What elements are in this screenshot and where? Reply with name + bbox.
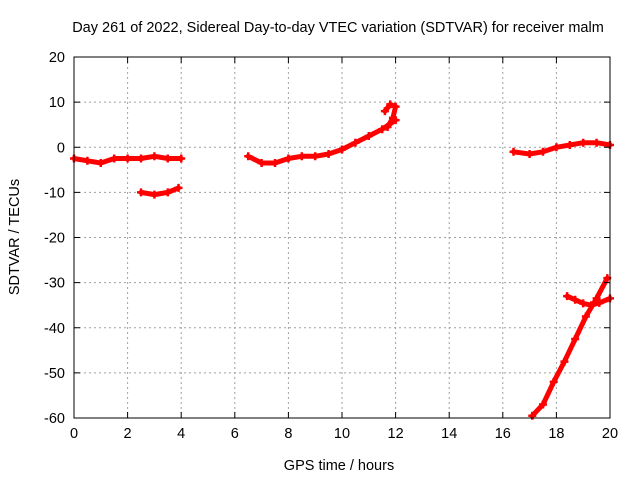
data-point <box>324 150 333 159</box>
data-point <box>271 159 279 168</box>
x-tick-label: 6 <box>231 426 239 442</box>
y-tick-label: -50 <box>44 366 65 382</box>
data-point <box>579 138 588 147</box>
y-tick-label: -30 <box>44 276 65 292</box>
series-segment-c <box>244 116 400 168</box>
series-line <box>245 117 399 166</box>
series-line <box>529 275 610 419</box>
data-point <box>137 154 145 163</box>
x-tick-label: 8 <box>284 426 292 442</box>
data-point <box>83 156 92 165</box>
y-tick-label: 0 <box>57 140 65 156</box>
data-point <box>383 122 392 131</box>
data-point <box>388 113 397 122</box>
series-line <box>138 185 181 198</box>
data-point <box>563 292 572 301</box>
data-point <box>587 301 596 310</box>
data-point <box>351 138 360 147</box>
data-point <box>539 147 547 156</box>
data-points <box>70 100 614 420</box>
data-point <box>571 335 580 344</box>
series-segment-e <box>509 138 614 159</box>
y-tick-label: -20 <box>44 231 65 247</box>
data-point <box>297 152 306 161</box>
data-point <box>284 154 293 163</box>
data-point <box>525 150 534 159</box>
data-point <box>386 100 395 109</box>
data-point <box>539 400 547 409</box>
y-tick-label: 10 <box>49 95 65 111</box>
x-tick-label: 14 <box>441 426 457 442</box>
series-segment-d <box>380 100 400 131</box>
y-tick-label: 20 <box>49 50 65 66</box>
data-point <box>257 159 266 168</box>
data-point <box>581 312 590 321</box>
chart-title: Day 261 of 2022, Sidereal Day-to-day VTE… <box>72 20 604 36</box>
x-tick-label: 4 <box>177 426 185 442</box>
data-point <box>163 154 172 163</box>
axis-ticks: 0 2 4 6 8 10 12 14 16 18 20 -60 -50 -40 -30 -20 -10 0 10 20 <box>44 50 618 442</box>
x-tick-label: 10 <box>334 426 350 442</box>
x-tick-label: 16 <box>495 426 511 442</box>
y-axis-label: SDTVAR / TECUs <box>7 179 23 295</box>
data-point <box>163 188 172 197</box>
data-point <box>549 377 558 386</box>
data-point <box>509 147 518 156</box>
x-tick-label: 12 <box>388 426 404 442</box>
y-tick-label: -10 <box>44 185 65 201</box>
series-segment-b <box>137 183 183 199</box>
x-axis-label: GPS time / hours <box>284 458 394 474</box>
data-point <box>560 357 569 366</box>
data-point <box>338 145 346 154</box>
series-segment-a <box>70 152 186 168</box>
x-tick-label: 0 <box>70 426 78 442</box>
data-point <box>364 131 373 140</box>
data-point <box>571 295 580 304</box>
data-point <box>592 138 601 147</box>
data-point <box>174 183 183 192</box>
data-point <box>177 154 186 163</box>
data-point <box>579 299 588 308</box>
data-point <box>595 298 604 307</box>
x-tick-label: 18 <box>548 426 564 442</box>
data-point <box>150 152 159 161</box>
y-tick-label: -40 <box>44 321 65 337</box>
data-point <box>110 154 119 163</box>
data-point <box>123 154 132 163</box>
x-tick-label: 2 <box>124 426 132 442</box>
x-tick-label: 20 <box>602 426 618 442</box>
series-segment-g <box>563 292 614 310</box>
grid-lines <box>74 57 610 418</box>
data-point <box>565 140 574 149</box>
series-segment-f <box>528 274 612 420</box>
data-point <box>311 152 320 161</box>
data-point <box>150 190 159 199</box>
data-point <box>391 102 400 111</box>
data-point <box>137 188 145 197</box>
data-point <box>96 159 105 168</box>
data-point <box>552 143 561 152</box>
y-tick-label: -60 <box>44 411 65 427</box>
data-point <box>380 107 389 116</box>
data-point <box>244 152 253 161</box>
data-point <box>378 125 387 134</box>
